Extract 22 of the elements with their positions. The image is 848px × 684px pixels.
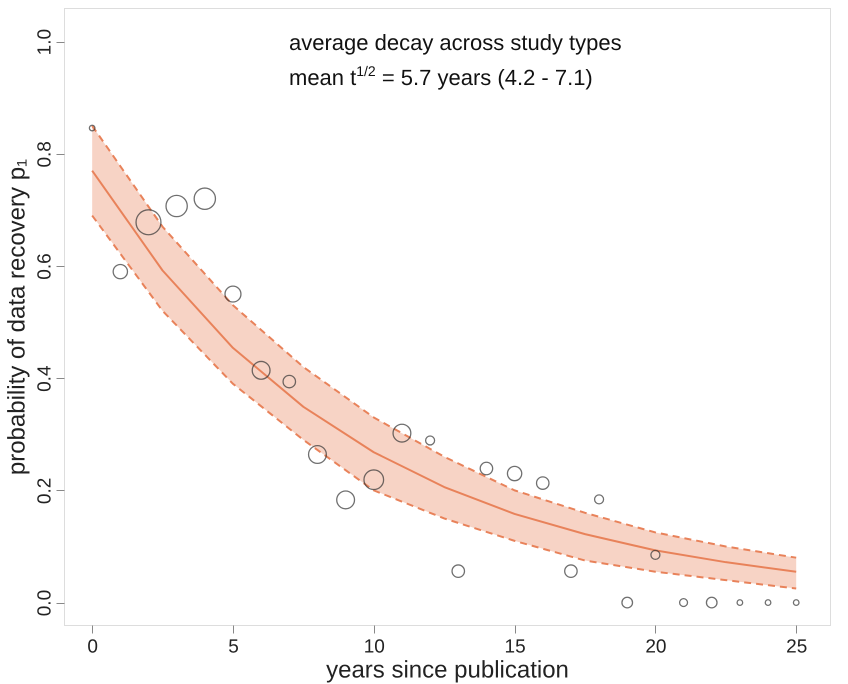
y-axis-title: probability of data recovery p₁ — [4, 158, 30, 476]
point — [564, 564, 578, 578]
point — [506, 466, 522, 482]
y-tick-label: 1.0 — [34, 28, 56, 56]
x-tick-label: 20 — [645, 636, 666, 658]
x-tick-label: 0 — [87, 636, 98, 658]
annotation: average decay across study types — [289, 30, 622, 55]
x-tick-label: 25 — [786, 636, 808, 658]
point — [451, 564, 466, 578]
point — [112, 264, 128, 280]
x-axis-title: years since publication — [326, 656, 569, 684]
y-tick-label: 0.8 — [34, 141, 56, 168]
x-tick-label: 10 — [364, 636, 385, 658]
x-tick-label: 5 — [228, 636, 239, 658]
y-tick-label: 0.4 — [34, 365, 56, 392]
y-tick-label: 0.6 — [34, 253, 56, 280]
y-tick-label: 0.2 — [34, 478, 56, 504]
x-tick-label: 15 — [504, 636, 526, 658]
point — [480, 462, 494, 476]
point — [536, 476, 550, 490]
y-tick-label: 0.0 — [34, 590, 56, 616]
point — [282, 374, 296, 388]
